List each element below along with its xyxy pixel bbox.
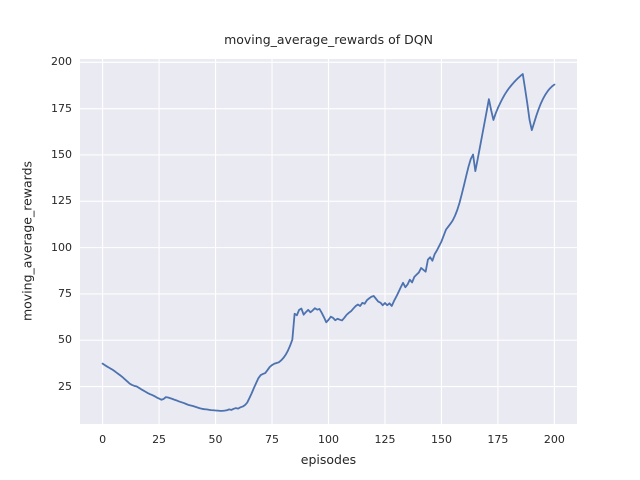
x-tick-label: 0	[99, 433, 107, 446]
y-tick-label: 150	[51, 147, 72, 161]
x-tick-label: 125	[374, 433, 396, 446]
x-axis-label: episodes	[300, 452, 357, 467]
x-tick-label: 50	[208, 433, 223, 446]
dqn-reward-line	[101, 73, 556, 412]
x-tick-label: 200	[543, 433, 565, 446]
y-tick-label: 25	[58, 379, 72, 393]
y-tick-label: 75	[58, 286, 72, 300]
y-tick-label: 50	[58, 333, 72, 347]
x-tick-label: 100	[318, 433, 339, 446]
y-tick-label: 125	[51, 194, 72, 208]
y-tick-label: 175	[51, 101, 72, 115]
x-tick-label: 150	[430, 433, 452, 446]
y-tick-label: 200	[51, 55, 72, 69]
x-tick-label: 25	[152, 433, 167, 446]
x-tick-label: 175	[487, 433, 509, 446]
y-tick-label: 100	[51, 240, 72, 254]
chart-title: moving_average_rewards of DQN	[224, 32, 433, 47]
x-tick-label: 75	[265, 433, 280, 446]
plot-area	[80, 59, 577, 424]
